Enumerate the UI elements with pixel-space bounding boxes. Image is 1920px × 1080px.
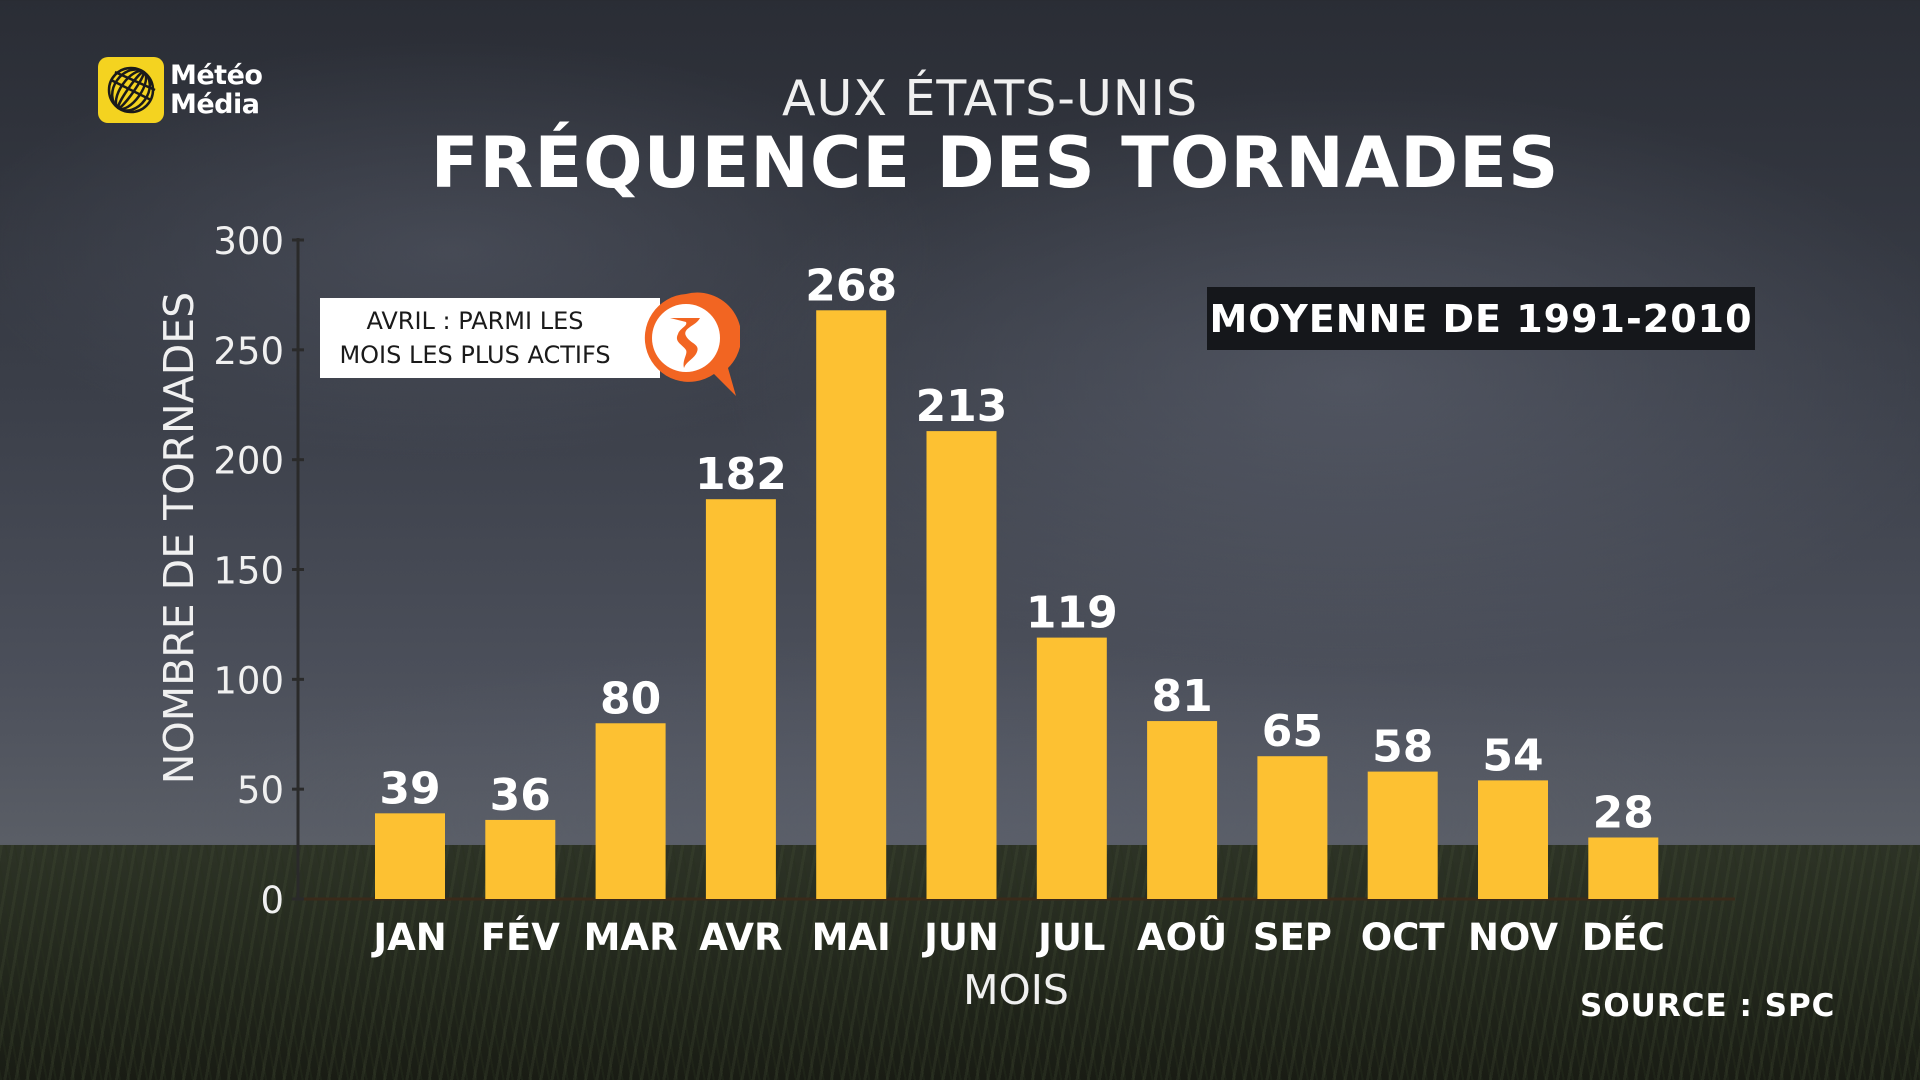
tornado-icon	[636, 288, 742, 404]
x-tick-label: SEP	[1253, 916, 1332, 959]
bar-value-label: 182	[695, 449, 787, 500]
bar-value-label: 58	[1372, 722, 1433, 773]
x-tick-label: JUL	[1035, 916, 1105, 959]
y-axis-label: NOMBRE DE TORNADES	[155, 292, 203, 784]
x-tick-label: MAI	[812, 916, 891, 959]
bar-value-label: 80	[600, 673, 661, 724]
y-tick-label: 150	[213, 550, 284, 593]
bar-8	[1147, 721, 1218, 899]
callout-line-2: MOIS LES PLUS ACTIFS	[339, 341, 611, 369]
y-tick-label: 100	[213, 659, 284, 702]
y-tick-label: 50	[237, 769, 284, 812]
x-tick-label: AOÛ	[1137, 915, 1227, 959]
bar-6	[926, 431, 997, 899]
meteomedia-logo: Météo Média	[98, 57, 263, 123]
x-tick-label: JAN	[370, 916, 446, 959]
source-note: SOURCE : SPC	[1580, 988, 1836, 1024]
bar-3	[595, 723, 666, 899]
callout-line-1: AVRIL : PARMI LES	[366, 307, 584, 335]
brand-line-2: Média	[170, 89, 260, 120]
bar-5	[816, 310, 887, 899]
bar-value-label: 39	[379, 763, 440, 814]
bar-7	[1036, 637, 1107, 899]
chart-title: FRÉQUENCE DES TORNADES	[430, 122, 1560, 204]
period-badge: MOYENNE DE 1991-2010	[1207, 287, 1755, 350]
brand-line-1: Météo	[170, 60, 263, 91]
bar-value-label: 65	[1262, 706, 1323, 757]
bar-1	[375, 813, 445, 899]
bar-12	[1588, 837, 1659, 899]
bar-value-label: 268	[805, 260, 897, 311]
bar-9	[1257, 756, 1328, 899]
bar-2	[485, 819, 556, 899]
x-tick-label: FÉV	[481, 915, 561, 959]
bar-value-label: 36	[490, 770, 551, 821]
y-tick-label: 0	[260, 879, 284, 922]
y-tick-label: 200	[213, 440, 284, 483]
y-tick-label: 250	[213, 330, 284, 373]
x-tick-label: MAR	[584, 916, 678, 959]
bar-value-label: 54	[1482, 730, 1543, 781]
x-tick-label: OCT	[1361, 916, 1446, 959]
callout-box: AVRIL : PARMI LES MOIS LES PLUS ACTIFS	[320, 298, 660, 378]
bar-10	[1367, 771, 1438, 899]
x-tick-label: JUN	[921, 916, 999, 959]
globe-icon	[98, 57, 164, 123]
bar-11	[1478, 780, 1548, 899]
x-tick-label: AVR	[699, 916, 782, 959]
chart-supertitle: AUX ÉTATS-UNIS	[781, 70, 1199, 127]
bar-value-label: 213	[916, 381, 1008, 432]
bar-value-label: 28	[1593, 787, 1654, 838]
bar-value-label: 119	[1026, 588, 1118, 639]
bar-value-label: 81	[1151, 671, 1212, 722]
x-axis-label: MOIS	[963, 966, 1069, 1014]
bar-4	[705, 499, 776, 899]
y-tick-label: 300	[213, 220, 284, 263]
x-tick-label: DÉC	[1582, 915, 1665, 959]
x-tick-label: NOV	[1468, 916, 1558, 959]
